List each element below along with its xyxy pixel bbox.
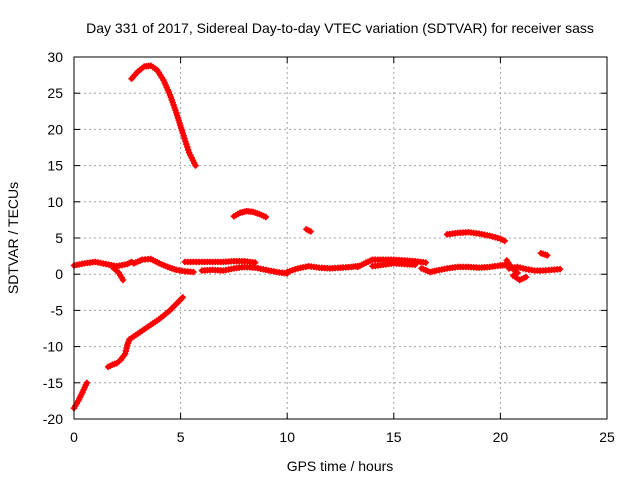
data-point xyxy=(501,237,508,245)
grid xyxy=(74,57,607,419)
data-point xyxy=(522,273,530,281)
series-arc-j xyxy=(130,255,197,276)
series-arc-r xyxy=(503,257,521,276)
series-arc-a xyxy=(70,379,90,412)
y-tick-label: -10 xyxy=(43,339,63,355)
data-point xyxy=(83,379,90,386)
series-arc-h xyxy=(70,258,135,270)
series-arc-p xyxy=(418,261,510,276)
y-tick-label: -5 xyxy=(51,302,64,318)
data-point xyxy=(179,294,186,301)
series-arc-m xyxy=(284,263,361,276)
series-arc-l xyxy=(198,263,291,277)
chart-title: Day 331 of 2017, Sidereal Day-to-day VTE… xyxy=(86,20,594,36)
data-point xyxy=(422,259,429,266)
y-tick-label: 0 xyxy=(55,266,63,282)
series-arc-o xyxy=(369,260,419,270)
y-tick-label: 15 xyxy=(47,158,63,174)
series-arc-e xyxy=(303,226,314,235)
x-tick-label: 20 xyxy=(493,429,509,445)
x-tick-label: 15 xyxy=(386,429,402,445)
x-tick-label: 10 xyxy=(279,429,295,445)
y-tick-label: -20 xyxy=(43,411,63,427)
series-arc-f xyxy=(443,229,508,245)
data-point xyxy=(192,162,199,169)
data-point xyxy=(544,252,551,259)
y-tick-label: 10 xyxy=(47,194,63,210)
series-arc-s xyxy=(509,272,530,284)
x-tick-label: 25 xyxy=(599,429,615,445)
data-point xyxy=(556,265,564,273)
y-tick-label: 25 xyxy=(47,85,63,101)
x-axis-label: GPS time / hours xyxy=(287,458,394,474)
y-axis-label: SDTVAR / TECUs xyxy=(5,182,21,294)
series-arc-d xyxy=(230,208,270,221)
plot-frame xyxy=(73,56,608,420)
data-point xyxy=(411,261,419,268)
data-point xyxy=(119,276,127,284)
series-arc-b xyxy=(104,294,186,371)
data-point xyxy=(262,213,270,221)
data-point xyxy=(307,228,314,235)
y-tick-label: -15 xyxy=(43,375,63,391)
y-tick-label: 30 xyxy=(47,49,63,65)
y-tick-label: 20 xyxy=(47,121,63,137)
series-arc-i xyxy=(109,263,127,284)
axis-tick-labels: 0 5 10 15 20 25 -20 -15 -10 -5 0 5 10 15 20 25 30 xyxy=(43,49,615,445)
x-tick-label: 0 xyxy=(70,429,78,445)
y-tick-label: 5 xyxy=(55,230,63,246)
series-arc-g xyxy=(537,250,551,259)
series-arc-c xyxy=(128,62,199,169)
data-point xyxy=(514,269,521,276)
data-point xyxy=(190,268,197,276)
data-points xyxy=(70,62,564,412)
x-tick-label: 5 xyxy=(177,429,185,445)
